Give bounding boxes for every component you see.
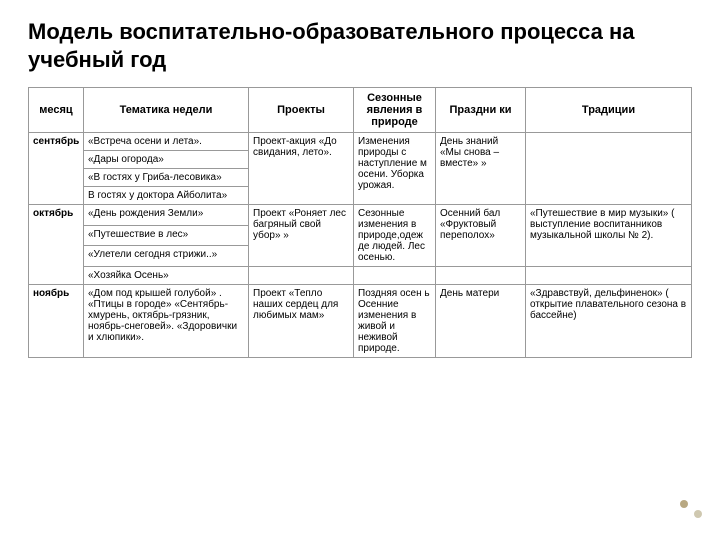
cell-theme: «Улетели сегодня стрижи..» <box>84 246 249 267</box>
cell-month-sept: сентябрь <box>29 133 84 205</box>
cell-season: Изменения природы с наступление м осени.… <box>354 133 436 205</box>
h-month: месяц <box>29 88 84 133</box>
table-row: «Хозяйка Осень» <box>29 267 692 285</box>
cell-tradition <box>526 133 692 205</box>
cell-month-nov: ноябрь <box>29 285 84 358</box>
cell-holiday: День знаний «Мы снова – вместе» » <box>436 133 526 205</box>
cell-theme: «Дары огорода» <box>84 151 249 169</box>
cell-empty <box>249 267 354 285</box>
cell-holiday: Осенний бал «Фруктовый переполох» <box>436 205 526 267</box>
cell-project: Проект «Роняет лес багряный свой убор» » <box>249 205 354 267</box>
h-traditions: Традиции <box>526 88 692 133</box>
h-season: Сезонные явления в природе <box>354 88 436 133</box>
decor-dot <box>694 510 702 518</box>
cell-theme: «В гостях у Гриба-лесовика» <box>84 169 249 187</box>
cell-theme: «Встреча осени и лета». <box>84 133 249 151</box>
h-holidays: Праздни ки <box>436 88 526 133</box>
page-title: Модель воспитательно-образовательного пр… <box>28 18 692 73</box>
cell-season: Сезонные изменения в природе,одеж де люд… <box>354 205 436 267</box>
decor-dot <box>680 500 688 508</box>
cell-project: Проект «Тепло наших сердец для любимых м… <box>249 285 354 358</box>
cell-theme: «Хозяйка Осень» <box>84 267 249 285</box>
table-row: ноябрь «Дом под крышей голубой» . «Птицы… <box>29 285 692 358</box>
cell-theme: «Дом под крышей голубой» . «Птицы в горо… <box>84 285 249 358</box>
curriculum-table: месяц Тематика недели Проекты Сезонные я… <box>28 87 692 358</box>
cell-tradition: «Здравствуй, дельфиненок» ( открытие пла… <box>526 285 692 358</box>
cell-season: Поздняя осен ь Осенние изменения в живой… <box>354 285 436 358</box>
cell-theme: «Путешествие в лес» <box>84 225 249 246</box>
cell-holiday: День матери <box>436 285 526 358</box>
cell-empty <box>436 267 526 285</box>
table-row: сентябрь «Встреча осени и лета». Проект-… <box>29 133 692 151</box>
h-projects: Проекты <box>249 88 354 133</box>
cell-project: Проект-акция «До свидания, лето». <box>249 133 354 205</box>
cell-theme: «День рождения Земли» <box>84 205 249 226</box>
cell-empty <box>526 267 692 285</box>
header-row: месяц Тематика недели Проекты Сезонные я… <box>29 88 692 133</box>
cell-month-oct: октябрь <box>29 205 84 285</box>
table-row: октябрь «День рождения Земли» Проект «Ро… <box>29 205 692 226</box>
cell-empty <box>354 267 436 285</box>
cell-theme: В гостях у доктора Айболита» <box>84 187 249 205</box>
h-theme: Тематика недели <box>84 88 249 133</box>
cell-tradition: «Путешествие в мир музыки» ( выступление… <box>526 205 692 267</box>
